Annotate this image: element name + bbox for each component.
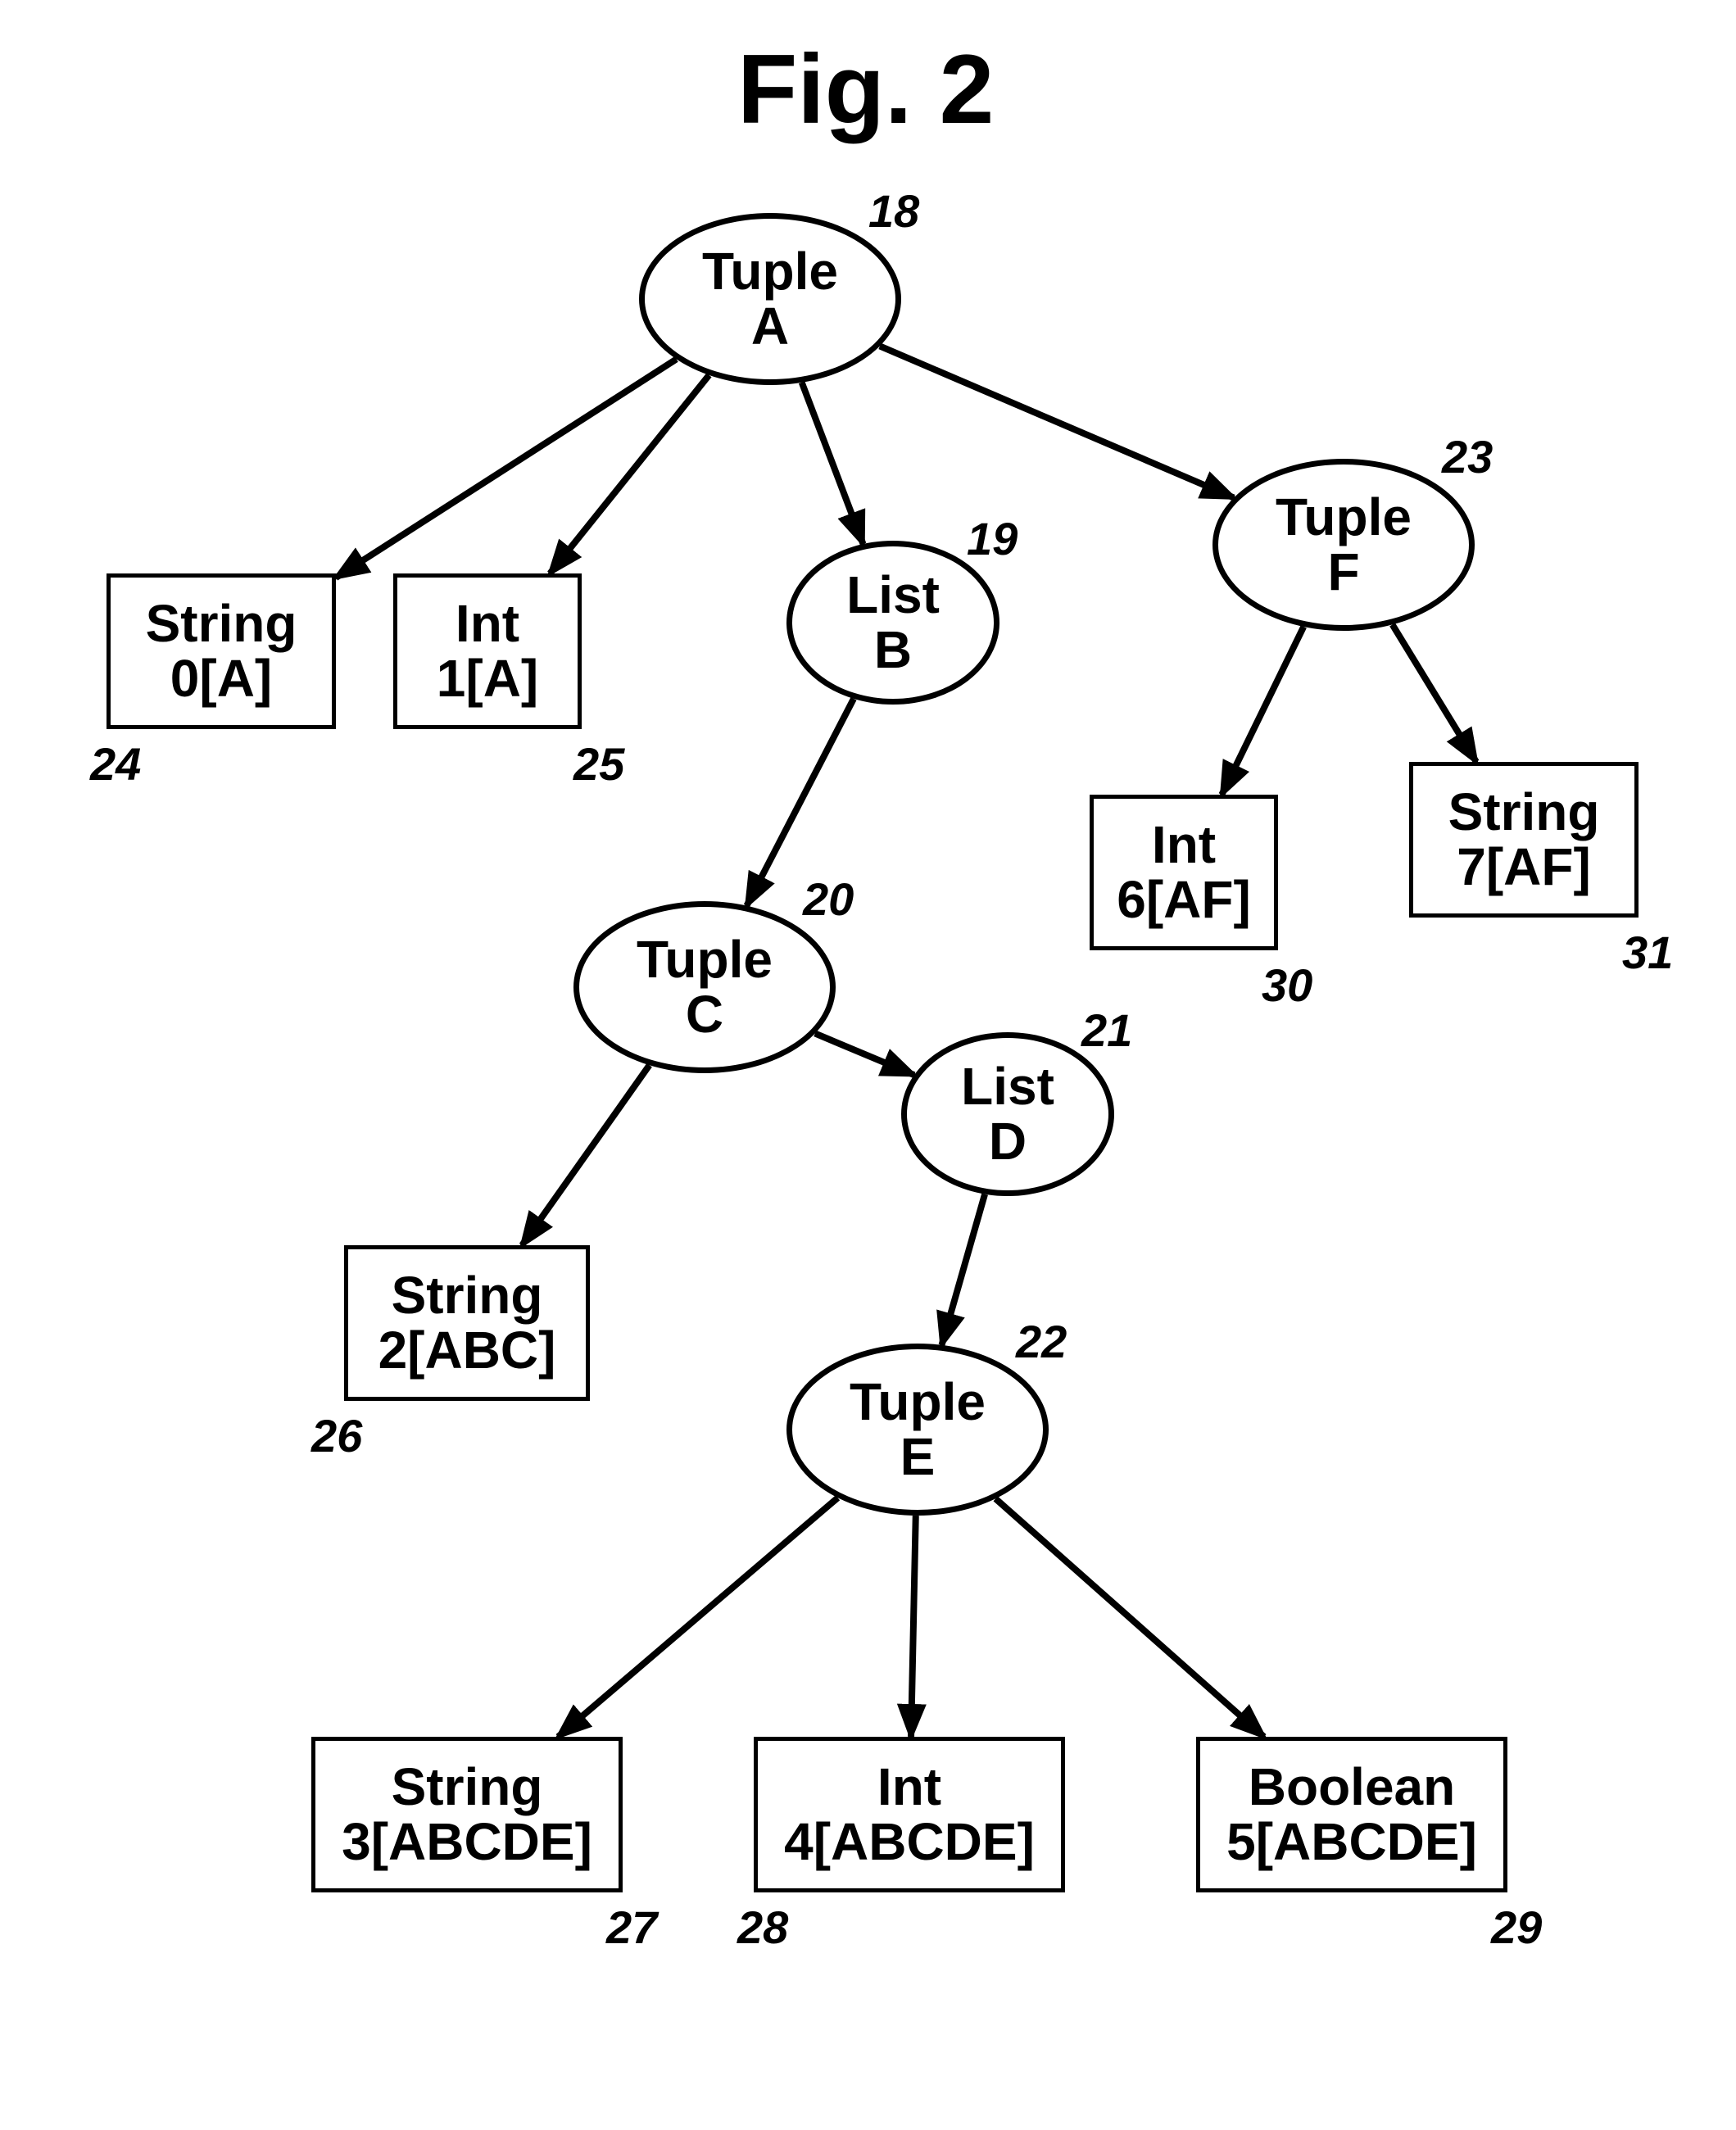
ref-label-26: 26 — [311, 1409, 362, 1462]
ref-label-27: 27 — [606, 1901, 657, 1954]
ref-label-22: 22 — [1016, 1315, 1067, 1368]
node-line1: Int — [1152, 818, 1216, 872]
ref-label-19: 19 — [967, 512, 1018, 565]
node-line1: Tuple — [850, 1375, 986, 1430]
node-line2: 4[ABCDE] — [784, 1815, 1035, 1869]
edge-A-r25 — [550, 375, 709, 573]
ref-label-24: 24 — [90, 737, 141, 791]
diagram-canvas: Fig. 2 TupleA18ListB19TupleF23TupleC20Li… — [0, 0, 1736, 2130]
node-line1: Int — [877, 1760, 941, 1815]
rect-node-r26: String2[ABC] — [344, 1245, 590, 1401]
ref-label-20: 20 — [803, 872, 854, 926]
node-line1: String — [146, 596, 297, 651]
node-line1: String — [1448, 785, 1600, 840]
ref-label-18: 18 — [868, 184, 919, 238]
node-line2: C — [686, 987, 723, 1042]
ref-label-31: 31 — [1622, 926, 1673, 979]
node-line2: 1[A] — [437, 651, 538, 706]
edge-A-B — [802, 383, 863, 544]
rect-node-r24: String0[A] — [107, 573, 336, 729]
node-line2: A — [751, 299, 789, 354]
rect-node-r28: Int4[ABCDE] — [754, 1737, 1065, 1892]
node-line2: D — [989, 1114, 1027, 1169]
edge-F-r30 — [1222, 627, 1303, 795]
node-line2: 7[AF] — [1457, 840, 1591, 895]
ellipse-node-F: TupleF — [1212, 459, 1475, 631]
ellipse-node-D: ListD — [901, 1032, 1114, 1196]
node-line1: Tuple — [1276, 490, 1412, 545]
ref-label-25: 25 — [573, 737, 624, 791]
node-line2: B — [874, 623, 912, 678]
edge-A-F — [880, 346, 1234, 497]
node-line2: 6[AF] — [1117, 872, 1251, 927]
node-line1: Boolean — [1249, 1760, 1455, 1815]
node-line1: Tuple — [702, 244, 838, 299]
edge-E-r29 — [995, 1498, 1264, 1737]
node-line2: 0[A] — [170, 651, 272, 706]
ref-label-23: 23 — [1442, 430, 1493, 483]
ref-label-28: 28 — [737, 1901, 788, 1954]
node-line2: E — [900, 1430, 936, 1484]
edge-D-E — [941, 1194, 985, 1345]
ellipse-node-C: TupleC — [573, 901, 836, 1073]
ellipse-node-A: TupleA — [639, 213, 901, 385]
rect-node-r30: Int6[AF] — [1090, 795, 1278, 950]
edge-C-D — [815, 1033, 914, 1075]
rect-node-r25: Int1[A] — [393, 573, 582, 729]
node-line1: Tuple — [637, 932, 773, 987]
figure-title: Fig. 2 — [737, 33, 994, 146]
node-line1: List — [846, 568, 940, 623]
edge-C-r26 — [522, 1065, 649, 1245]
node-line1: List — [961, 1059, 1054, 1114]
node-line1: String — [392, 1268, 543, 1323]
node-line1: String — [392, 1760, 543, 1815]
node-line2: 5[ABCDE] — [1226, 1815, 1477, 1869]
ellipse-node-E: TupleE — [786, 1344, 1049, 1516]
ref-label-21: 21 — [1081, 1004, 1132, 1057]
rect-node-r27: String3[ABCDE] — [311, 1737, 623, 1892]
node-line1: Int — [456, 596, 519, 651]
ellipse-node-B: ListB — [786, 541, 999, 705]
ref-label-29: 29 — [1491, 1901, 1542, 1954]
edge-E-r27 — [558, 1498, 837, 1737]
node-line2: F — [1327, 545, 1359, 600]
node-line2: 2[ABC] — [378, 1323, 556, 1378]
edge-F-r31 — [1393, 624, 1476, 762]
rect-node-r31: String7[AF] — [1409, 762, 1639, 918]
rect-node-r29: Boolean5[ABCDE] — [1196, 1737, 1507, 1892]
ref-label-30: 30 — [1262, 958, 1312, 1012]
edge-E-r28 — [911, 1516, 916, 1737]
node-line2: 3[ABCDE] — [342, 1815, 592, 1869]
edge-A-r24 — [336, 359, 677, 578]
